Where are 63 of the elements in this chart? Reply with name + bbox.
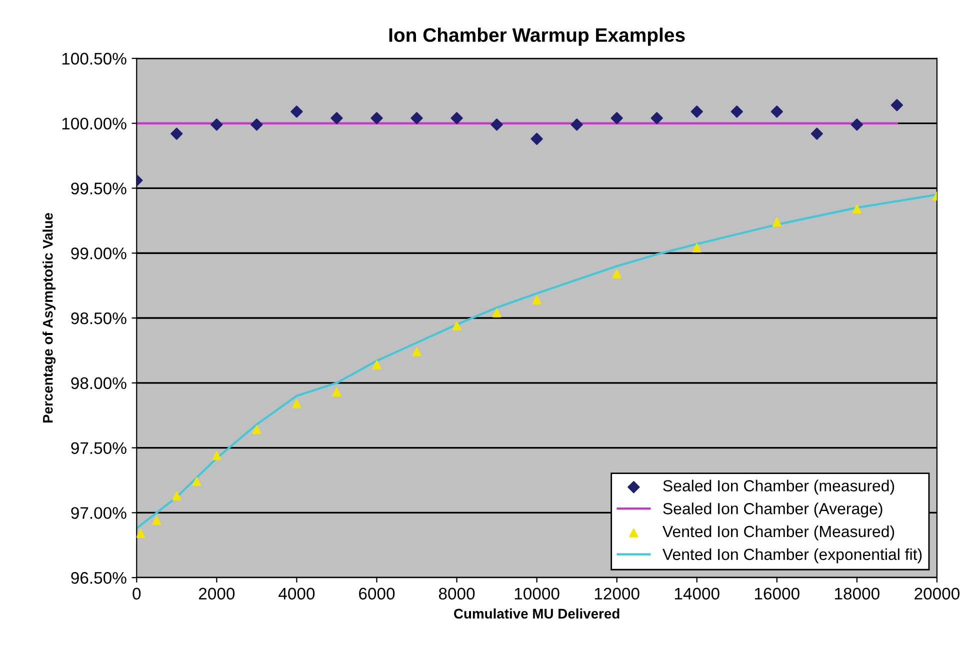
point [492, 308, 502, 318]
point [770, 106, 783, 118]
x-tick-label: 14000 [674, 588, 720, 600]
point [292, 399, 302, 408]
point [490, 118, 503, 131]
y-tick-label: 97.00% [71, 507, 126, 519]
point [730, 106, 743, 118]
point [330, 112, 343, 124]
point [332, 387, 342, 396]
x-tick-label: 16000 [754, 588, 800, 600]
point [452, 321, 462, 330]
x-tick-label: 4000 [278, 588, 315, 600]
x-tick-label: 20000 [914, 588, 960, 600]
point [136, 528, 146, 538]
point [692, 243, 702, 252]
point [290, 106, 303, 118]
point [372, 360, 382, 370]
legend-label: Vented Ion Chamber (exponential fit) [662, 548, 922, 564]
point [532, 295, 542, 304]
point [530, 132, 543, 145]
y-tick-label: 100.50% [62, 52, 126, 65]
y-axis-title: Percentage of Asymptotic Value [42, 212, 56, 423]
x-tick-label: 6000 [359, 588, 395, 600]
point [252, 425, 262, 434]
x-tick-label: 8000 [438, 588, 475, 600]
point [172, 491, 182, 500]
point [250, 118, 263, 131]
point [410, 112, 423, 124]
y-tick-label: 97.50% [71, 442, 126, 454]
point [212, 451, 222, 460]
point [192, 477, 202, 486]
legend-label: Sealed Ion Chamber (measured) [663, 480, 894, 495]
legend-label: Sealed Ion Chamber (Average) [663, 502, 882, 518]
y-tick-label: 98.00% [71, 377, 126, 390]
point [610, 112, 623, 124]
point [890, 99, 904, 112]
point [852, 204, 862, 214]
point [450, 112, 463, 124]
point [772, 217, 782, 226]
point [612, 269, 622, 278]
y-tick-label: 98.50% [71, 312, 126, 324]
y-tick-label: 100.00% [62, 118, 126, 130]
point [810, 128, 823, 140]
point [690, 106, 703, 118]
y-tick-label: 99.00% [71, 248, 126, 260]
x-tick-label: 2000 [198, 588, 235, 600]
y-tick-label: 99.50% [71, 182, 126, 194]
point [570, 118, 583, 131]
x-tick-label: 18000 [835, 588, 880, 600]
point [370, 112, 383, 124]
y-tick-label: 96.50% [71, 572, 126, 584]
point [850, 118, 863, 131]
legend-label: Vented Ion Chamber (Measured) [662, 525, 894, 540]
x-tick-label: 0 [132, 588, 141, 600]
point [170, 128, 183, 140]
chart-title: Ion Chamber Warmup Examples [389, 28, 685, 46]
point [152, 516, 162, 525]
point [210, 118, 223, 131]
x-tick-label: 12000 [594, 588, 640, 600]
x-tick-label: 10000 [514, 588, 560, 600]
point [412, 347, 422, 356]
x-axis-title: Cumulative MU Delivered [454, 608, 620, 619]
point [650, 112, 663, 124]
